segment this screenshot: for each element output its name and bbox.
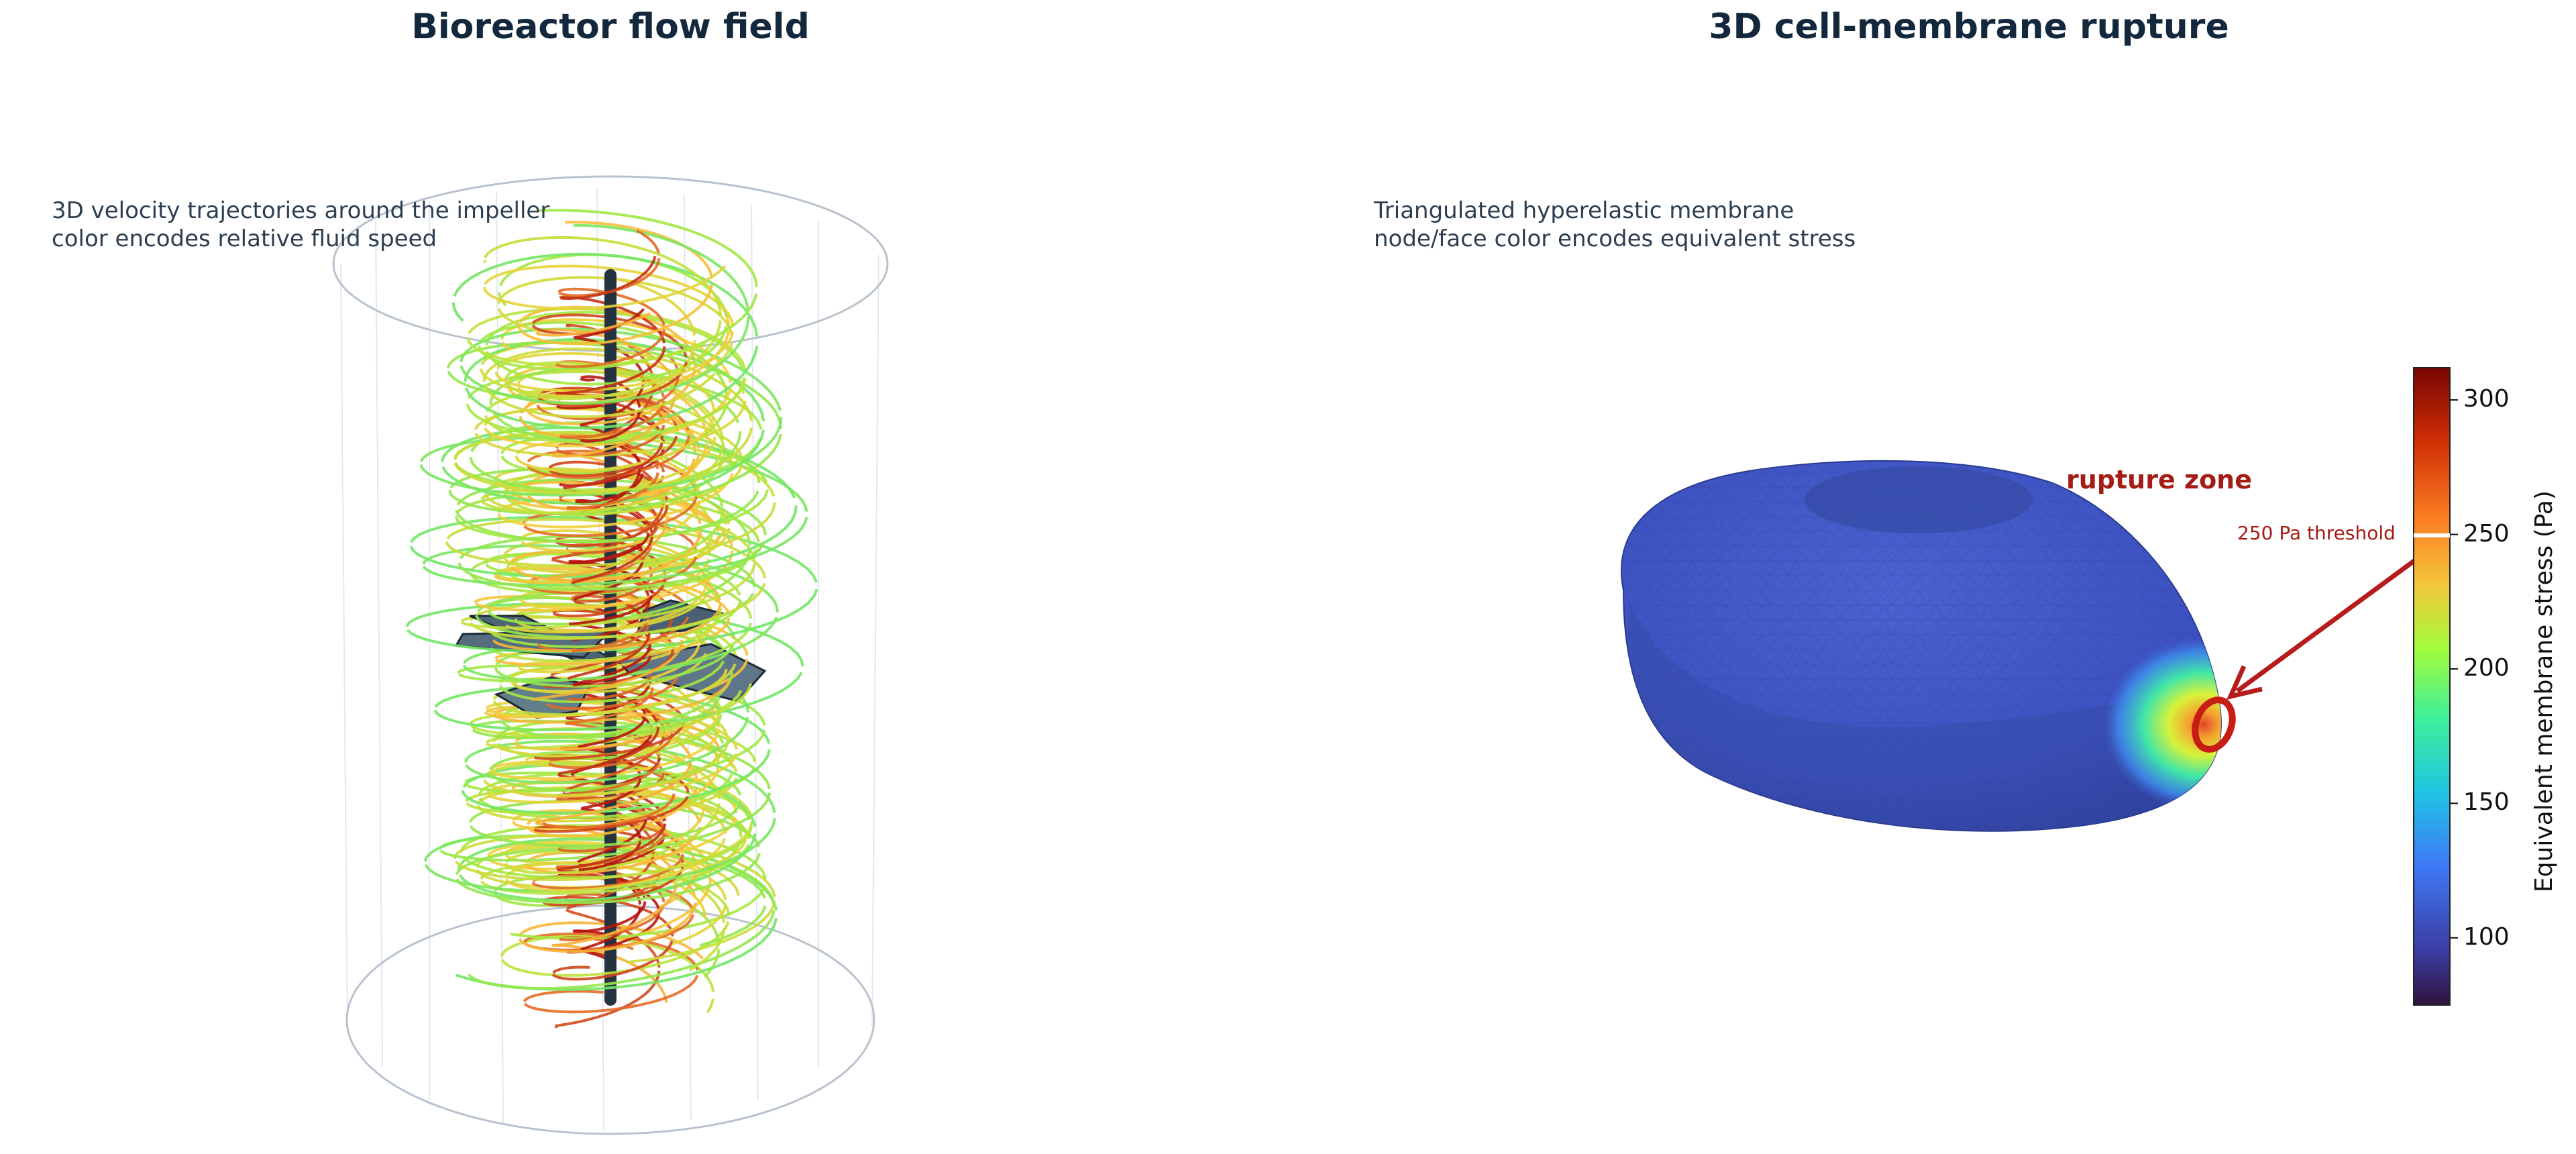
velocity-trajectory bbox=[445, 372, 776, 964]
colorbar-tick-label: 250 bbox=[2463, 519, 2510, 547]
velocity-trajectory bbox=[555, 256, 667, 872]
velocity-trajectory bbox=[460, 260, 756, 972]
flow-field-subtitle-line: 3D velocity trajectories around the impe… bbox=[52, 197, 550, 224]
rupture-hotspot bbox=[2103, 637, 2221, 812]
colorbar-ticks bbox=[2450, 399, 2458, 939]
flow-field-subtitle-line: color encodes relative fluid speed bbox=[52, 225, 437, 252]
colorbar-tick-label: 300 bbox=[2463, 385, 2510, 413]
threshold-label: 250 Pa threshold bbox=[2237, 522, 2396, 544]
membrane-subtitle: Triangulated hyperelastic membrane node/… bbox=[1374, 197, 1856, 253]
rupture-zone-label: rupture zone bbox=[2066, 465, 2253, 494]
colorbar bbox=[2413, 367, 2451, 1006]
threshold-arrow bbox=[2226, 558, 2417, 700]
membrane-panel bbox=[1620, 367, 2458, 1006]
rupture-marker-ring bbox=[2192, 696, 2236, 753]
velocity-trajectory bbox=[568, 377, 653, 933]
membrane-dimple bbox=[1805, 466, 2033, 533]
membrane-subtitle-line: node/face color encodes equivalent stres… bbox=[1374, 225, 1856, 252]
colorbar-tick-label: 150 bbox=[2463, 788, 2510, 817]
colorbar-tick-label: 100 bbox=[2463, 923, 2510, 951]
membrane-title: 3D cell-membrane rupture bbox=[1709, 7, 2229, 47]
trajectories-front bbox=[407, 256, 818, 1028]
colorbar-label: Equivalent membrane stress (Pa) bbox=[2530, 490, 2558, 892]
velocity-trajectory bbox=[531, 312, 692, 947]
colorbar-tick-label: 200 bbox=[2463, 653, 2510, 682]
velocity-trajectory bbox=[439, 370, 782, 990]
membrane-subtitle-line: Triangulated hyperelastic membrane bbox=[1374, 197, 1794, 224]
membrane-lower-shade bbox=[1621, 604, 2221, 831]
bioreactor-panel bbox=[332, 175, 889, 1135]
flow-field-subtitle: 3D velocity trajectories around the impe… bbox=[52, 197, 549, 253]
flow-field-title: Bioreactor flow field bbox=[411, 7, 810, 47]
